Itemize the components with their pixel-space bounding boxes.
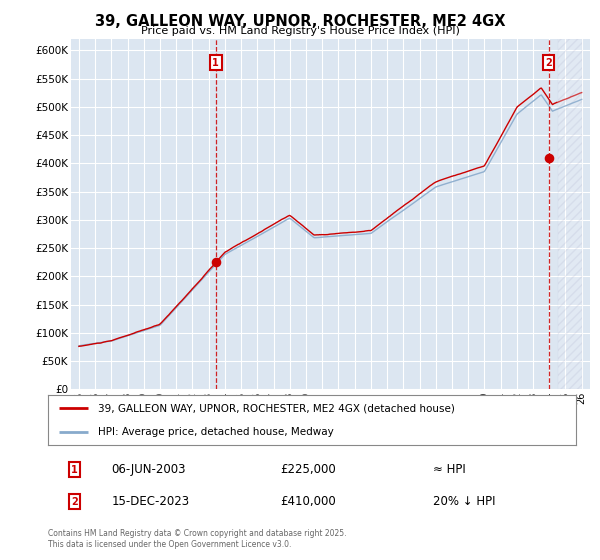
Text: 2: 2	[71, 497, 78, 507]
Text: Contains HM Land Registry data © Crown copyright and database right 2025.
This d: Contains HM Land Registry data © Crown c…	[48, 529, 347, 549]
Text: 2: 2	[545, 58, 552, 68]
Text: 06-JUN-2003: 06-JUN-2003	[112, 463, 186, 476]
Text: 39, GALLEON WAY, UPNOR, ROCHESTER, ME2 4GX (detached house): 39, GALLEON WAY, UPNOR, ROCHESTER, ME2 4…	[98, 403, 455, 413]
Text: 1: 1	[71, 465, 78, 475]
Text: 1: 1	[212, 58, 219, 68]
Text: £225,000: £225,000	[280, 463, 336, 476]
Point	[544, 153, 553, 162]
Point	[211, 258, 221, 267]
Text: HPI: Average price, detached house, Medway: HPI: Average price, detached house, Medw…	[98, 427, 334, 437]
Text: 20% ↓ HPI: 20% ↓ HPI	[433, 495, 496, 508]
Text: £410,000: £410,000	[280, 495, 336, 508]
Text: ≈ HPI: ≈ HPI	[433, 463, 466, 476]
Text: 39, GALLEON WAY, UPNOR, ROCHESTER, ME2 4GX: 39, GALLEON WAY, UPNOR, ROCHESTER, ME2 4…	[95, 14, 505, 29]
Text: 15-DEC-2023: 15-DEC-2023	[112, 495, 190, 508]
Text: Price paid vs. HM Land Registry's House Price Index (HPI): Price paid vs. HM Land Registry's House …	[140, 26, 460, 36]
